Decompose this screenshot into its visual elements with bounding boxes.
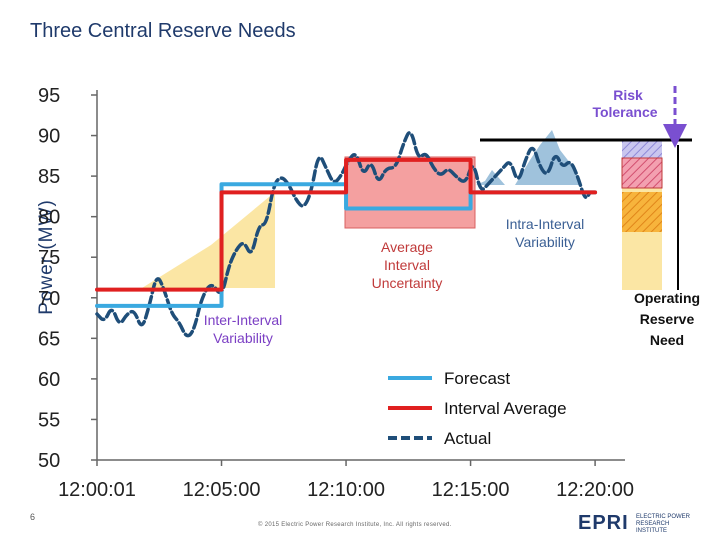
epri-logo: EPRI ELECTRIC POWER RESEARCH INSTITUTE [578, 510, 698, 536]
x-tick-label: 12:10:00 [307, 479, 385, 501]
legend-forecast-label: Forecast [444, 369, 510, 388]
inter-interval-label-2: Variability [213, 330, 273, 346]
avg-uncertainty-label-1: Average [381, 239, 433, 255]
x-tick-label: 12:00:01 [58, 479, 136, 501]
x-ticks: 12:00:01 12:05:00 12:10:00 12:15:00 12:20:00 [58, 460, 634, 501]
y-tick-label: 65 [38, 328, 60, 350]
copyright-text: © 2015 Electric Power Research Institute… [258, 522, 452, 528]
risk-tolerance-label-line2: Tolerance [592, 104, 657, 120]
series-group [95, 131, 598, 338]
y-tick-label: 60 [38, 369, 60, 391]
intra-interval-area-1 [476, 170, 505, 185]
axes [96, 90, 625, 461]
y-tick-label: 90 [38, 126, 60, 148]
legend: Forecast Interval Average Actual [388, 369, 567, 448]
logo-text: ELECTRIC POWER RESEARCH INSTITUTE [636, 514, 691, 534]
reserve-segment-risk [622, 140, 662, 158]
y-ticks: 95 90 85 80 75 70 65 60 55 50 [38, 85, 97, 472]
operating-reserve-label-1: Operating [634, 290, 700, 306]
operating-reserve-label-2: Reserve [640, 311, 695, 327]
y-tick-label: 50 [38, 450, 60, 472]
inter-interval-area-1 [142, 245, 211, 288]
intra-interval-label-1: Intra-Interval [506, 216, 585, 232]
x-tick-label: 12:20:00 [556, 479, 634, 501]
y-tick-label: 70 [38, 288, 60, 310]
avg-uncertainty-label-3: Uncertainty [372, 275, 443, 291]
average-interval-uncertainty-area [344, 156, 476, 229]
inter-interval-area-2 [211, 192, 275, 288]
chart-title: Three Central Reserve Needs [30, 20, 296, 42]
legend-actual-label: Actual [444, 429, 491, 448]
intra-interval-area-2 [515, 130, 580, 185]
y-tick-label: 85 [38, 166, 60, 188]
x-tick-label: 12:15:00 [432, 479, 510, 501]
y-tick-label: 80 [38, 207, 60, 229]
x-tick-label: 12:05:00 [183, 479, 261, 501]
risk-tolerance-label-line1: Risk [613, 87, 643, 103]
inter-interval-label-1: Inter-Interval [204, 312, 283, 328]
series-actual-line [95, 131, 592, 338]
reserve-segment-uncertainty [621, 157, 663, 189]
y-tick-label: 75 [38, 247, 60, 269]
y-tick-label: 95 [38, 85, 60, 107]
logo-mark: EPRI [578, 512, 629, 534]
legend-interval-average-label: Interval Average [444, 399, 567, 418]
y-tick-label: 55 [38, 409, 60, 431]
intra-interval-label-2: Variability [515, 234, 575, 250]
avg-uncertainty-label-2: Interval [384, 257, 430, 273]
operating-reserve-label-3: Need [650, 332, 684, 348]
page-number: 6 [30, 512, 36, 522]
series-interval-average-line [95, 157, 598, 292]
reserve-segment-intra [622, 192, 662, 232]
